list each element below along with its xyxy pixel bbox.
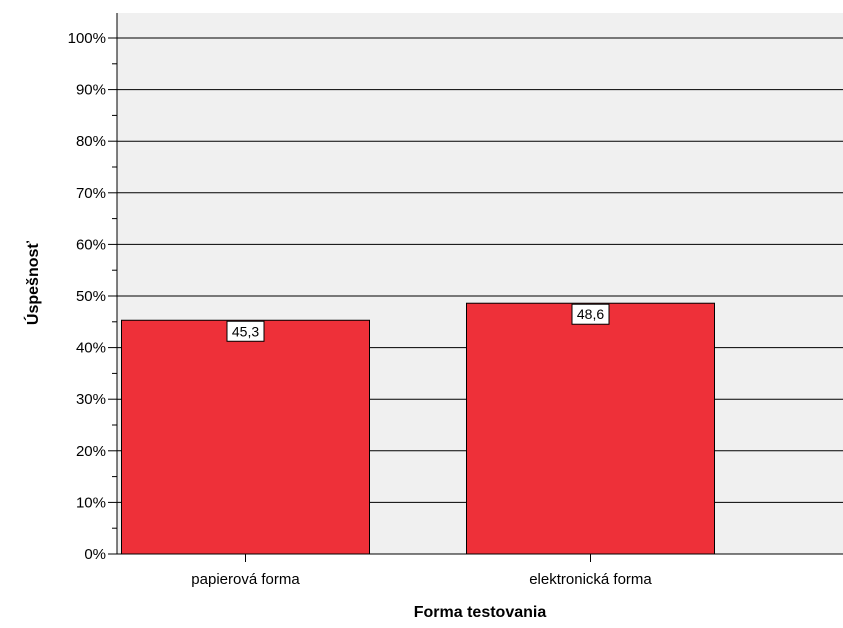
y-tick-label: 80%: [76, 133, 106, 150]
y-tick-label: 90%: [76, 82, 106, 99]
y-tick-label: 0%: [84, 546, 106, 563]
y-tick-label: 70%: [76, 185, 106, 202]
bar: [121, 319, 370, 555]
y-axis-ticks: 0% 10% 20% 30% 40% 50% 60% 70% 80% 90% 100%: [68, 30, 117, 563]
data-label-box: [226, 320, 265, 342]
axes: [116, 13, 843, 555]
bar: [466, 302, 715, 555]
x-axis-ticks: papierová forma elektronická forma: [191, 554, 652, 588]
y-tick-label: 40%: [76, 340, 106, 357]
y-tick-label: 60%: [76, 236, 106, 253]
y-tick-label: 20%: [76, 443, 106, 460]
data-labels: 45,3 48,6: [226, 303, 610, 342]
data-label: 45,3: [232, 323, 259, 339]
x-tick-label: papierová forma: [191, 571, 300, 588]
bars: [121, 302, 715, 555]
y-tick-label: 100%: [68, 30, 106, 47]
data-label: 48,6: [577, 306, 604, 322]
data-label-box: [571, 303, 610, 325]
y-tick-label: 30%: [76, 391, 106, 408]
y-tick-label: 10%: [76, 494, 106, 511]
x-tick-label: elektronická forma: [529, 571, 652, 588]
y-tick-label: 50%: [76, 288, 106, 305]
x-axis-title: Forma testovania: [414, 604, 547, 621]
y-axis-title: Úspešnosť: [23, 241, 42, 325]
